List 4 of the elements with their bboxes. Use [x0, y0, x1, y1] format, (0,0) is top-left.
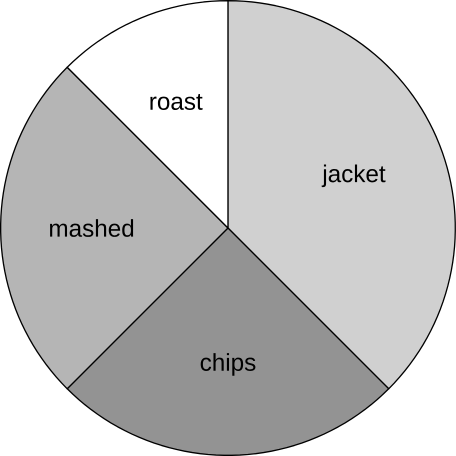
slice-label: jacket: [322, 164, 386, 188]
slice-label: chips: [200, 353, 256, 376]
slice-label: roast: [150, 94, 203, 110]
slice-label: mashed: [50, 219, 134, 237]
